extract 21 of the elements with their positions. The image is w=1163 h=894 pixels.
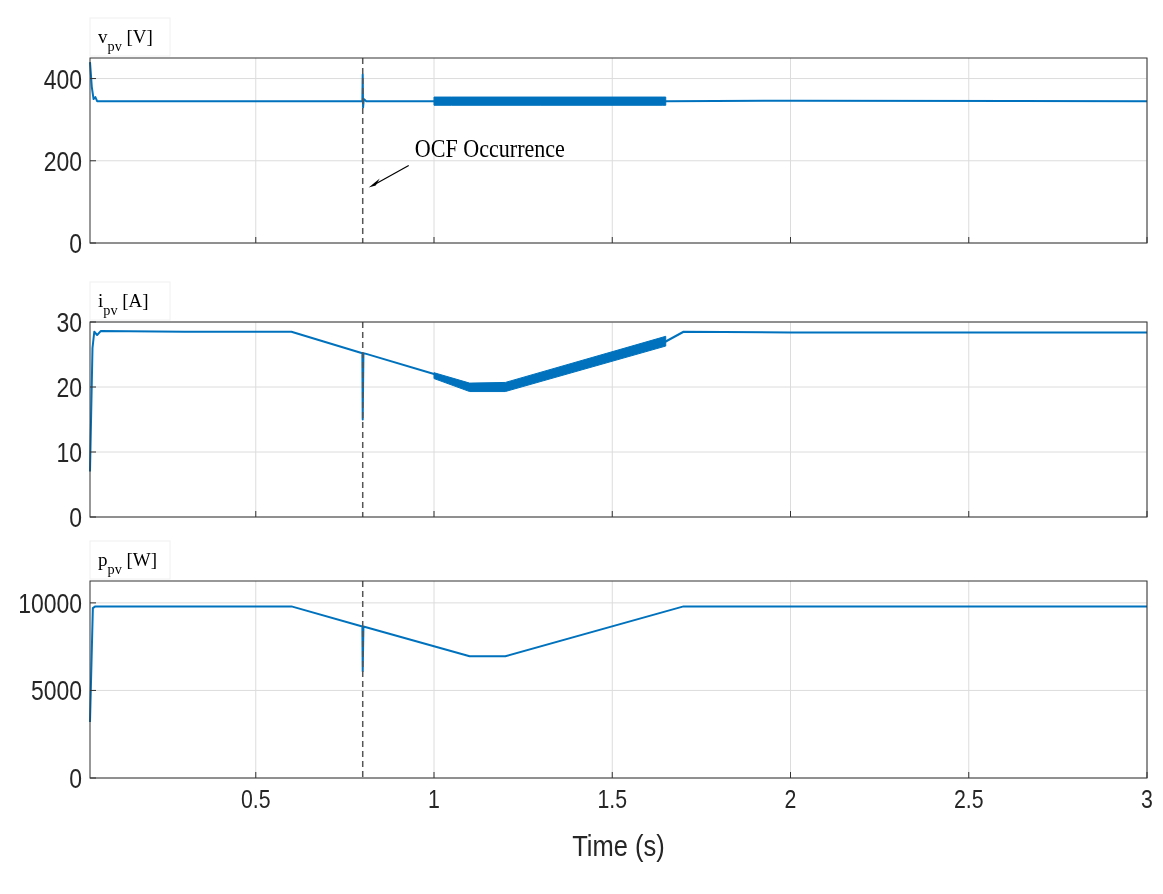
x-axis-title: Time (s) [572,829,665,863]
y-tick-label: 0 [69,501,82,533]
x-tick-label: 2 [784,783,797,814]
annotation: OCF Occurrence [414,134,565,163]
y-tick-label: 30 [56,306,82,338]
x-tick-label: 1.5 [597,783,628,814]
x-tick-label: 3 [1141,783,1153,814]
y-tick-label: 200 [43,145,82,177]
y-tick-label: 20 [56,371,82,403]
y-axis-title: i$_{pv}$ [A] [98,290,149,318]
y-tick-label: 0 [69,762,82,794]
x-tick-label: 2.5 [953,783,984,814]
y-axis-title: v$_{pv}$ [V] [98,26,153,54]
y-tick-label: 10 [56,436,82,468]
x-tick-label: 0.5 [240,783,271,814]
y-tick-label: 400 [43,63,82,95]
y-tick-label: 5000 [30,675,82,706]
x-tick-label: 1 [428,783,440,814]
y-tick-label: 10000 [18,587,82,619]
y-tick-label: 0 [69,227,82,259]
y-axis-title: p$_{pv}$ [W] [98,549,158,577]
